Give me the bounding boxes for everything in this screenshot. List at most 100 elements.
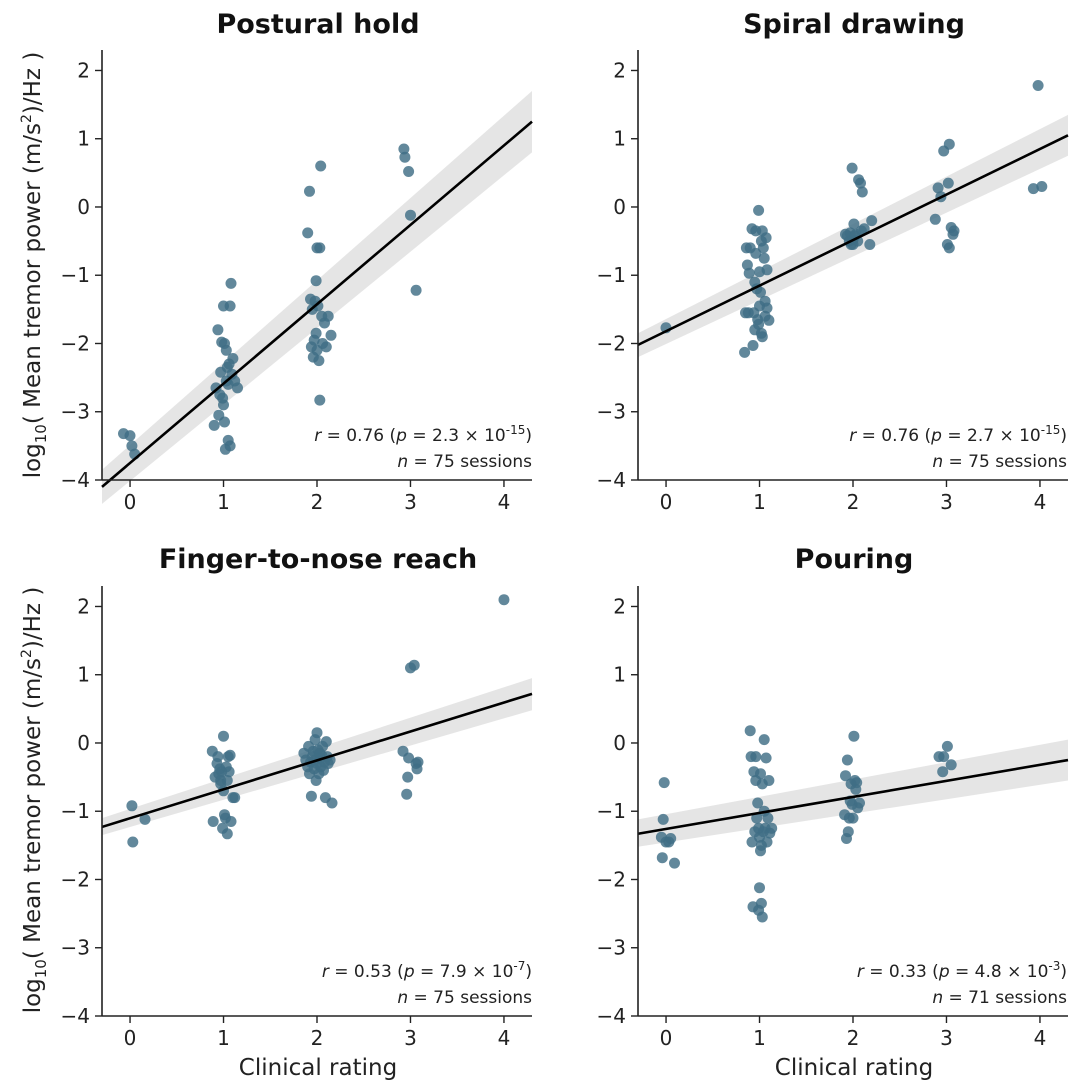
data-point bbox=[930, 214, 941, 225]
data-point bbox=[304, 186, 315, 197]
x-tick-label: 3 bbox=[940, 1026, 953, 1050]
data-point bbox=[232, 382, 243, 393]
y-tick-label: −4 bbox=[597, 1004, 626, 1028]
data-point bbox=[225, 750, 236, 761]
x-axis-label-right: Clinical rating bbox=[775, 1055, 933, 1081]
data-point bbox=[657, 852, 668, 863]
data-point bbox=[851, 777, 862, 788]
y-tick-label: 2 bbox=[613, 594, 626, 618]
data-point bbox=[943, 178, 954, 189]
x-tick-label: 2 bbox=[311, 1026, 324, 1050]
y-tick-label: −2 bbox=[61, 331, 90, 355]
data-point bbox=[847, 163, 858, 174]
data-point bbox=[321, 736, 332, 747]
data-point bbox=[411, 285, 422, 296]
data-point bbox=[313, 355, 324, 366]
data-point bbox=[226, 278, 237, 289]
data-point bbox=[757, 912, 768, 923]
data-point bbox=[302, 227, 313, 238]
stat-n-label: n = 75 sessions bbox=[397, 452, 532, 472]
stat-r-label: r = 0.53 (p = 7.9 × 10-7) bbox=[322, 959, 532, 982]
data-point bbox=[665, 833, 676, 844]
data-point bbox=[848, 813, 859, 824]
data-point bbox=[944, 242, 955, 253]
data-point bbox=[762, 264, 773, 275]
x-tick-label: 0 bbox=[660, 490, 673, 514]
data-point bbox=[754, 882, 765, 893]
data-point bbox=[756, 236, 767, 247]
y-tick-label: −1 bbox=[61, 799, 90, 823]
data-point bbox=[323, 311, 334, 322]
data-point bbox=[229, 792, 240, 803]
y-tick-label: −2 bbox=[597, 331, 626, 355]
data-point bbox=[842, 755, 853, 766]
x-tick-label: 1 bbox=[217, 1026, 230, 1050]
data-point bbox=[222, 775, 233, 786]
panel-pouring: Pouring −4 −3 −2 −1 0 1 2 0 1 2 3 4 r = 0.33 (p = 4… bbox=[597, 544, 1068, 1050]
data-point bbox=[938, 751, 949, 762]
panel-title: Spiral drawing bbox=[743, 9, 965, 40]
x-tick-label: 0 bbox=[124, 1026, 137, 1050]
y-tick-label: −2 bbox=[61, 867, 90, 891]
data-point bbox=[212, 751, 223, 762]
regression-line bbox=[102, 694, 532, 827]
data-point bbox=[659, 777, 670, 788]
stat-r-label: r = 0.33 (p = 4.8 × 10-3) bbox=[857, 959, 1067, 982]
x-tick-label: 4 bbox=[498, 1026, 511, 1050]
y-tick-label: −3 bbox=[61, 400, 90, 424]
data-point bbox=[864, 239, 875, 250]
y-tick-label: 0 bbox=[77, 195, 90, 219]
panel-finger-to-nose-reach: Finger-to-nose reach −4 −3 −2 −1 0 1 2 0 1 2 3 4 r … bbox=[61, 544, 533, 1050]
y-tick-label: −4 bbox=[597, 468, 626, 492]
data-point bbox=[750, 775, 761, 786]
data-point bbox=[311, 328, 322, 339]
x-tick-label: 2 bbox=[311, 490, 324, 514]
figure: log10( Mean tremor power (m/s2)/Hz ) log… bbox=[0, 0, 1080, 1091]
data-point bbox=[658, 814, 669, 825]
x-tick-label: 3 bbox=[940, 490, 953, 514]
data-point bbox=[126, 800, 137, 811]
x-tick-label: 4 bbox=[1034, 1026, 1047, 1050]
data-point bbox=[306, 791, 317, 802]
data-point bbox=[225, 440, 236, 451]
data-point bbox=[218, 399, 229, 410]
data-point bbox=[944, 139, 955, 150]
y-tick-label: −3 bbox=[597, 400, 626, 424]
data-point bbox=[227, 353, 238, 364]
data-point bbox=[762, 813, 773, 824]
y-axis-label-bottom: log10( Mean tremor power (m/s2)/Hz ) bbox=[19, 587, 50, 1014]
data-point bbox=[937, 766, 948, 777]
data-point bbox=[761, 753, 772, 764]
data-point bbox=[763, 315, 774, 326]
data-point bbox=[866, 215, 877, 226]
data-point bbox=[942, 741, 953, 752]
data-point bbox=[748, 340, 759, 351]
data-point bbox=[745, 725, 756, 736]
data-point bbox=[315, 161, 326, 172]
y-tick-label: −1 bbox=[61, 263, 90, 287]
y-tick-label: 0 bbox=[613, 731, 626, 755]
panel-title: Finger-to-nose reach bbox=[159, 544, 477, 575]
data-point bbox=[843, 826, 854, 837]
y-tick-label: 2 bbox=[613, 58, 626, 82]
y-tick-label: −1 bbox=[597, 799, 626, 823]
x-tick-label: 1 bbox=[753, 1026, 766, 1050]
x-tick-label: 2 bbox=[847, 490, 860, 514]
data-point bbox=[310, 734, 321, 745]
data-point bbox=[314, 242, 325, 253]
data-point bbox=[125, 430, 136, 441]
data-point bbox=[750, 751, 761, 762]
y-tick-label: 0 bbox=[77, 731, 90, 755]
data-point bbox=[208, 816, 219, 827]
y-tick-label: −1 bbox=[597, 263, 626, 287]
data-point bbox=[946, 759, 957, 770]
y-tick-label: 1 bbox=[77, 663, 90, 687]
data-point bbox=[848, 731, 859, 742]
data-point bbox=[413, 757, 424, 768]
data-point bbox=[219, 417, 230, 428]
data-point bbox=[212, 324, 223, 335]
data-point bbox=[766, 823, 777, 834]
data-point bbox=[311, 275, 322, 286]
x-tick-label: 3 bbox=[404, 490, 417, 514]
y-tick-label: −2 bbox=[597, 867, 626, 891]
